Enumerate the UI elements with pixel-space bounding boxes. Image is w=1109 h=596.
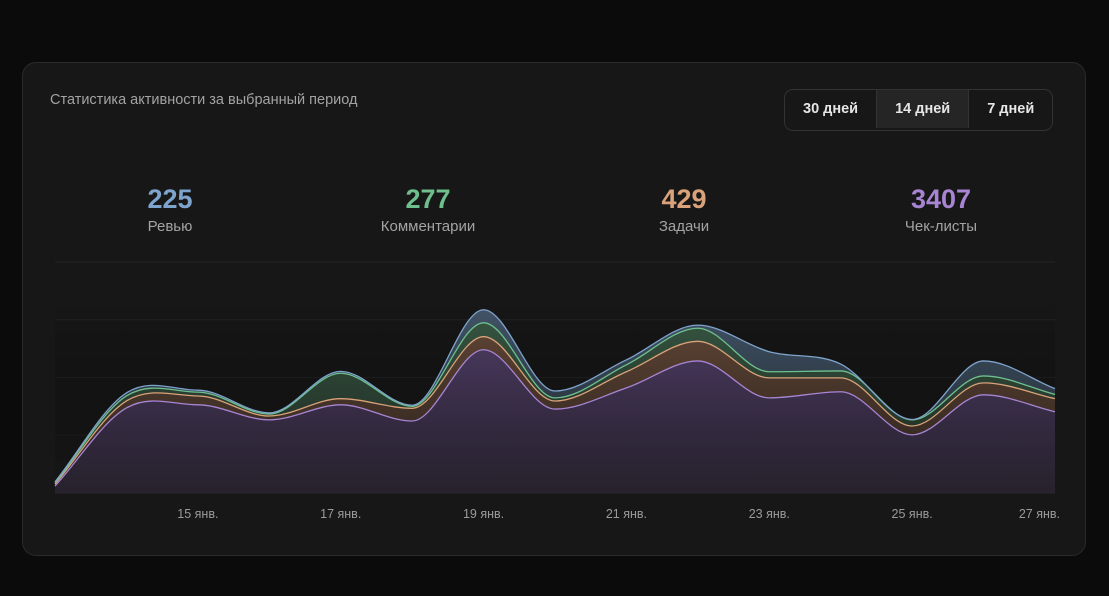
stat-comments-value: 277 <box>405 184 451 214</box>
stat-tasks-value: 429 <box>661 184 707 214</box>
stat-reviews-label: Ревью <box>147 218 193 235</box>
x-tick-label: 23 янв. <box>749 507 790 521</box>
stat-reviews-value: 225 <box>147 184 193 214</box>
line-задачи <box>54 336 1056 485</box>
stat-tasks-label: Задачи <box>658 218 710 235</box>
stat-tasks: 429 Задачи <box>584 183 784 235</box>
stat-checklists-label: Чек-листы <box>904 218 978 235</box>
x-tick-label: 19 янв. <box>463 507 504 521</box>
x-tick-label: 27 янв. <box>1019 507 1060 521</box>
x-tick-label: 25 янв. <box>892 507 933 521</box>
x-tick-label: 17 янв. <box>320 507 361 521</box>
line-чек-листы <box>54 349 1056 487</box>
stat-checklists: 3407 Чек-листы <box>841 183 1041 235</box>
period-14-days-button[interactable]: 14 дней <box>876 90 969 128</box>
period-7-days-button[interactable]: 7 дней <box>968 90 1053 128</box>
stat-comments: 277 Комментарии <box>328 183 528 235</box>
line-ревью <box>54 309 1056 483</box>
period-30-days-button[interactable]: 30 дней <box>785 90 877 128</box>
x-tick-label: 21 янв. <box>606 507 647 521</box>
stat-comments-label: Комментарии <box>380 218 476 235</box>
stat-reviews: 225 Ревью <box>70 183 270 235</box>
card-title: Статистика активности за выбранный перио… <box>50 92 358 108</box>
x-tick-label: 15 янв. <box>177 507 218 521</box>
stat-checklists-value: 3407 <box>910 184 972 214</box>
period-selector: 30 дней 14 дней 7 дней <box>784 89 1054 131</box>
